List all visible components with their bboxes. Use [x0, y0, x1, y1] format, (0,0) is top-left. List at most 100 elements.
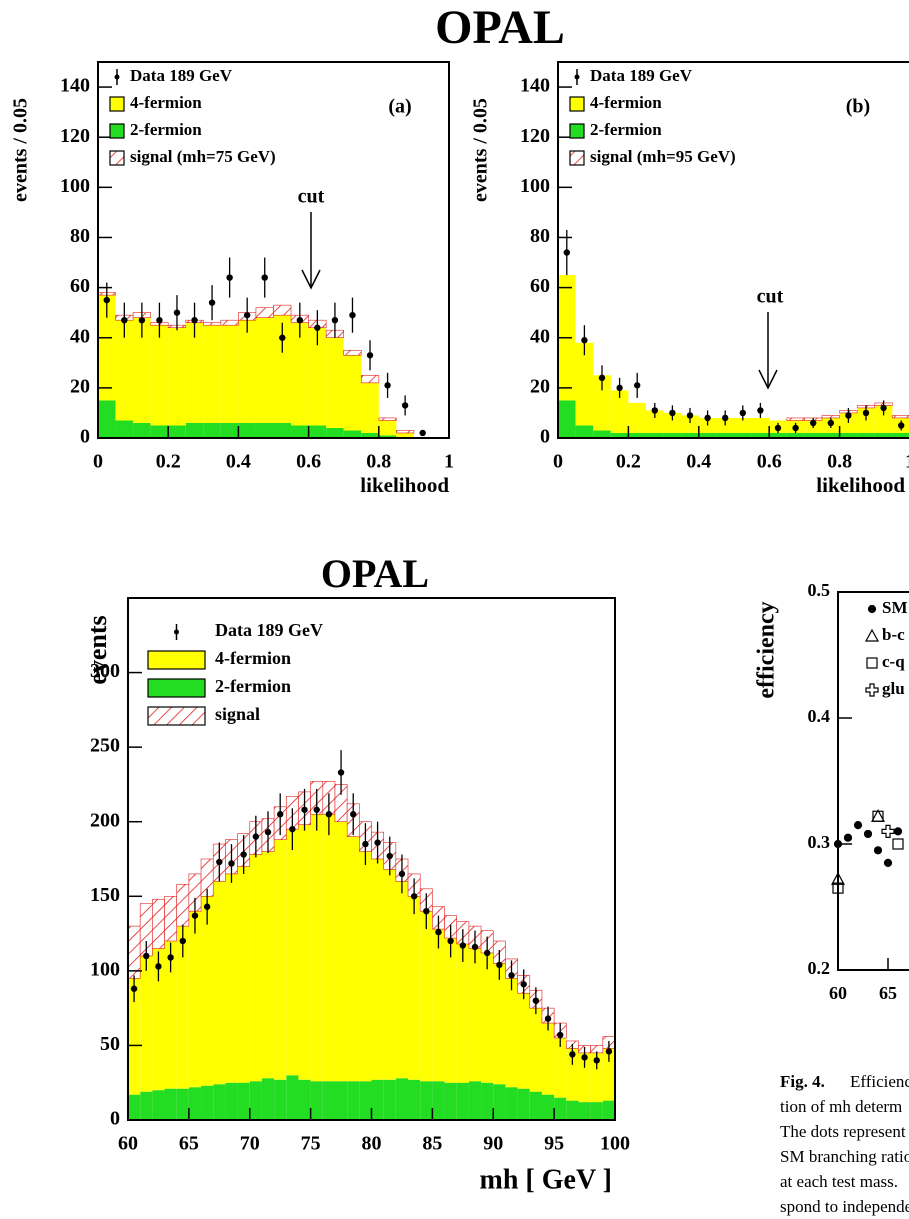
data-point — [853, 820, 863, 830]
y-tick-label: 300 — [90, 660, 120, 682]
data-point — [881, 824, 895, 838]
histogram-bar — [298, 824, 311, 1080]
x-axis-label: mh [ GeV ] — [480, 1164, 612, 1195]
legend-marker — [569, 150, 585, 166]
annotation: cut — [298, 186, 325, 208]
data-point — [155, 963, 162, 970]
y-tick-label: 140 — [60, 75, 90, 97]
data-point — [634, 382, 641, 389]
histogram-bar — [874, 432, 893, 438]
histogram-bar — [456, 944, 469, 1083]
histogram-bar — [185, 422, 204, 438]
data-point — [203, 903, 211, 910]
data-point — [883, 858, 893, 868]
histogram-bar — [238, 320, 256, 423]
y-tick-label: 80 — [530, 225, 550, 247]
histogram-bar — [628, 432, 646, 438]
histogram-bar — [590, 1102, 603, 1120]
legend-label: 2-fermion — [130, 120, 202, 139]
histogram-bar — [359, 1081, 372, 1120]
x-tick-label: 60 — [829, 983, 847, 1003]
histogram-bar — [481, 1082, 494, 1120]
data-point — [581, 337, 588, 344]
annotation: cut — [757, 286, 784, 308]
legend-label: 2-fermion — [590, 120, 662, 139]
histogram-bar — [468, 1081, 482, 1120]
data-point — [156, 316, 163, 324]
x-tick-label: 70 — [240, 1133, 260, 1155]
histogram-bar — [578, 1052, 591, 1103]
data-point — [208, 299, 216, 306]
x-tick-label: 1 — [444, 451, 454, 473]
data-point — [792, 424, 799, 432]
histogram-bar — [152, 948, 165, 1091]
legend-marker — [574, 74, 580, 80]
x-tick-label: 95 — [544, 1133, 564, 1155]
data-point — [216, 858, 223, 866]
legend-label: 4-fermion — [590, 93, 662, 112]
histogram-bar — [140, 955, 153, 1092]
histogram-bar — [575, 342, 594, 426]
histogram-bar — [529, 1091, 542, 1120]
histogram-bar — [529, 1008, 542, 1092]
histogram-bar — [343, 355, 362, 431]
data-point — [398, 870, 406, 878]
legend-label: glu — [882, 679, 905, 698]
data-point — [243, 311, 251, 319]
histogram-bar — [378, 417, 397, 421]
y-tick-label: 60 — [530, 275, 550, 297]
data-point — [191, 912, 199, 919]
histogram-bar — [203, 422, 221, 438]
histogram-bar — [273, 422, 292, 438]
x-tick-label: 100 — [600, 1133, 630, 1155]
data-point — [880, 404, 887, 412]
data-point — [143, 952, 150, 960]
data-point — [252, 833, 260, 840]
histogram-bar — [168, 425, 186, 438]
data-point — [704, 414, 711, 422]
histogram-bar — [575, 425, 594, 438]
data-point — [374, 839, 381, 846]
histogram-bar — [610, 390, 629, 433]
histogram-bar — [249, 854, 262, 1082]
data-point — [167, 954, 174, 961]
data-point — [544, 1015, 552, 1022]
data-point — [240, 851, 247, 858]
histogram-bar — [444, 1082, 457, 1120]
histogram-bar — [343, 430, 362, 438]
histogram-bar — [578, 1102, 591, 1120]
histogram-bar — [164, 895, 177, 942]
histogram-bar — [602, 1048, 615, 1101]
histogram-bar — [150, 425, 169, 438]
histogram-bar — [481, 952, 494, 1083]
legend-marker — [114, 74, 120, 80]
histogram-bar — [554, 1097, 567, 1120]
histogram-bar — [408, 896, 421, 1080]
histogram-bar — [237, 866, 250, 1083]
histogram-bar — [213, 881, 226, 1085]
annotation: (a) — [388, 96, 411, 118]
histogram-bar — [291, 425, 309, 438]
histogram-bar — [892, 415, 909, 419]
data-point — [296, 316, 304, 324]
histogram-bar — [255, 307, 274, 318]
legend-marker — [867, 604, 877, 614]
x-tick-label: 0.2 — [156, 451, 181, 473]
data-point — [669, 409, 676, 417]
data-point — [827, 419, 834, 427]
histogram-bar — [237, 1082, 250, 1120]
y-tick-label: 40 — [530, 325, 550, 347]
histogram-bar — [734, 432, 752, 438]
histogram-bar — [383, 869, 396, 1080]
plot-frame — [837, 591, 909, 971]
y-axis-label: events / 0.05 — [10, 98, 32, 202]
legend-label: b-c — [882, 625, 905, 644]
histogram-bar — [188, 911, 202, 1088]
histogram-bar — [140, 1091, 153, 1120]
caption-line: The dots represent — [780, 1122, 906, 1141]
histogram-bar — [751, 417, 770, 433]
data-point — [337, 769, 345, 776]
histogram-bar — [839, 432, 858, 438]
y-tick-label: 100 — [520, 175, 550, 197]
x-tick-label: 80 — [362, 1133, 382, 1155]
